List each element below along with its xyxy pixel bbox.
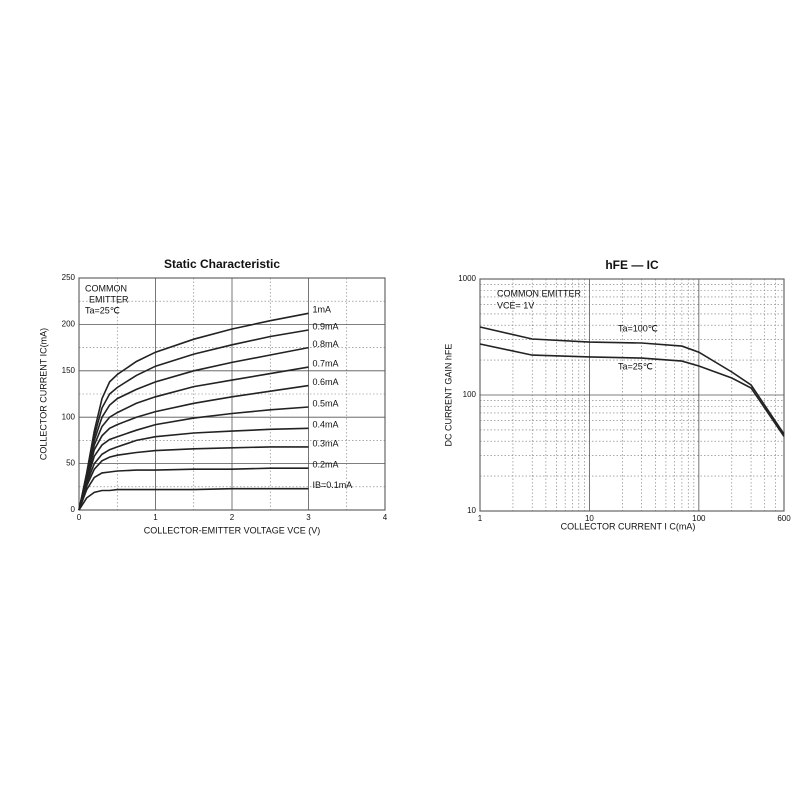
x-axis-label: COLLECTOR-EMITTER VOLTAGE VCE (V) (144, 525, 321, 535)
x-tick-label: 600 (777, 514, 791, 523)
series-line (78, 366, 309, 511)
series-line (78, 312, 309, 511)
y-tick-label: 100 (62, 412, 76, 421)
series-label: 0.5mA (313, 398, 339, 408)
chart-title: hFE — IC (605, 258, 659, 272)
series-line (78, 346, 309, 511)
y-tick-label: 250 (62, 273, 76, 282)
y-tick-label: 50 (66, 459, 75, 468)
series-line (78, 487, 309, 511)
series-line (78, 446, 309, 511)
series-label: 0.6mA (313, 377, 339, 387)
x-axis-label: COLLECTOR CURRENT I C(mA) (561, 521, 696, 531)
series-line (78, 467, 309, 511)
x-tick-label: 2 (230, 513, 235, 522)
series-label: IB=0.1mA (313, 480, 353, 490)
y-tick-label: 0 (71, 505, 76, 514)
series-label: Ta=100℃ (618, 323, 658, 333)
series-label: 0.2mA (313, 460, 339, 470)
chart-title: Static Characteristic (164, 257, 280, 271)
y-tick-label: 200 (62, 320, 76, 329)
series-line (78, 329, 309, 511)
series-line (78, 427, 309, 511)
x-tick-label: 10 (585, 514, 594, 523)
annotation: COMMON (85, 283, 127, 293)
series-line (78, 406, 309, 511)
series-label: Ta=25℃ (618, 361, 653, 371)
series-line (479, 343, 785, 437)
x-tick-label: 3 (306, 513, 311, 522)
series-label: 0.9mA (313, 321, 339, 331)
x-tick-label: 1 (478, 514, 483, 523)
annotation: EMITTER (89, 294, 129, 304)
annotation: COMMON EMITTER (497, 288, 581, 298)
annotation: VCE= 1V (497, 300, 534, 310)
series-label: 0.7mA (313, 358, 339, 368)
series-label: 0.8mA (313, 339, 339, 349)
y-axis-label: DC CURRENT GAIN hFE (443, 344, 453, 447)
series-line (78, 384, 309, 511)
y-tick-label: 10 (467, 506, 476, 515)
annotation: Ta=25℃ (85, 305, 120, 315)
series-line (479, 326, 785, 435)
y-tick-label: 150 (62, 366, 76, 375)
y-axis-label: COLLECTOR CURRENT IC(mA) (38, 328, 48, 460)
x-tick-label: 1 (153, 513, 158, 522)
x-tick-label: 100 (692, 514, 706, 523)
series-label: 1mA (313, 305, 332, 315)
x-tick-label: 4 (383, 513, 388, 522)
series-label: 0.3mA (313, 438, 339, 448)
series-label: 0.4mA (313, 420, 339, 430)
y-tick-label: 1000 (458, 274, 476, 283)
y-tick-label: 100 (463, 390, 477, 399)
x-tick-label: 0 (77, 513, 82, 522)
